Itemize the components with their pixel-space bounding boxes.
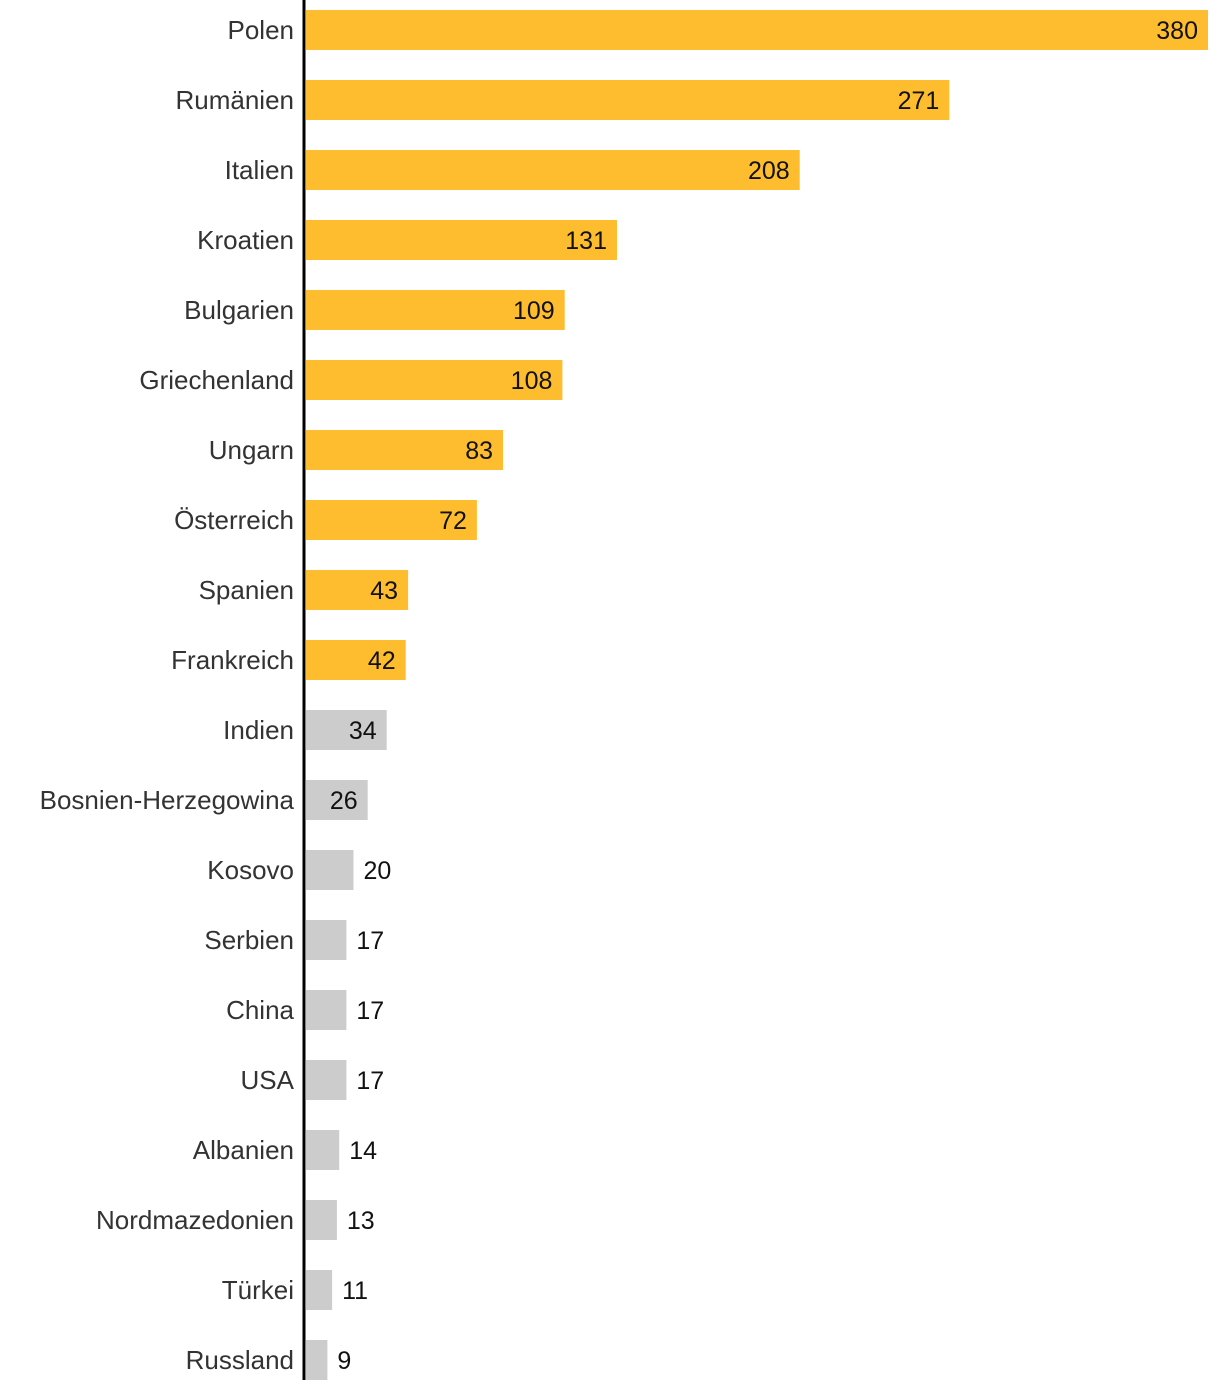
value-label-kosovo: 20 [364,857,392,885]
bar-italien [306,150,800,190]
category-label-frankreich: Frankreich [171,645,294,675]
category-label-polen: Polen [228,15,295,45]
bar-serbien [306,920,347,960]
bar-polen [306,10,1208,50]
category-label-bosnien-herzegowina: Bosnien-Herzegowina [40,785,295,815]
bar-indien [306,710,387,750]
value-label-polen: 380 [1156,17,1198,45]
category-label-spanien: Spanien [199,575,294,605]
value-label-russland: 9 [337,1347,351,1375]
bar-china [306,990,347,1030]
category-label-china: China [226,995,294,1025]
value-label-rumänien: 271 [898,87,940,115]
category-label-griechenland: Griechenland [139,365,294,395]
bar-rumänien [306,80,950,120]
category-label-rumänien: Rumänien [175,85,294,115]
bars-group [306,10,1208,1380]
category-label-bulgarien: Bulgarien [184,295,294,325]
value-label-china: 17 [356,997,384,1025]
value-label-italien: 208 [748,157,790,185]
category-label-albanien: Albanien [193,1135,294,1165]
value-label-usa: 17 [356,1067,384,1095]
value-label-kroatien: 131 [565,227,607,255]
bar-russland [306,1340,328,1380]
bar-frankreich [306,640,406,680]
value-label-bosnien-herzegowina: 26 [330,787,358,815]
bar-kosovo [306,850,354,890]
category-label-nordmazedonien: Nordmazedonien [96,1205,294,1235]
bar-griechenland [306,360,563,400]
category-label-indien: Indien [223,715,294,745]
category-label-ungarn: Ungarn [209,435,294,465]
bar-türkei [306,1270,333,1310]
bar-bosnien-herzegowina [306,780,368,820]
category-label-österreich: Österreich [174,505,294,535]
bar-albanien [306,1130,340,1170]
bar-bulgarien [306,290,565,330]
category-labels-group: Polen Rumänien Italien Kroatien Bulgarien Gri… [40,15,295,1375]
value-label-ungarn: 83 [465,437,493,465]
category-label-italien: Italien [225,155,294,185]
bar-österreich [306,500,477,540]
bar-kroatien [306,220,617,260]
bar-nordmazedonien [306,1200,337,1240]
value-label-serbien: 17 [356,927,384,955]
value-label-österreich: 72 [439,507,467,535]
value-label-türkei: 11 [342,1277,368,1305]
category-label-türkei: Türkei [222,1275,294,1305]
value-label-spanien: 43 [370,577,398,605]
value-label-nordmazedonien: 13 [347,1207,375,1235]
value-labels-group: 380 271 208 131 109 108 83 72 43 42 34 26 20 17 17 17 14… [330,17,1198,1375]
bar-usa [306,1060,347,1100]
category-label-kosovo: Kosovo [207,855,294,885]
value-label-griechenland: 108 [511,367,553,395]
category-label-usa: USA [241,1065,295,1095]
category-label-russland: Russland [186,1345,294,1375]
bar-spanien [306,570,409,610]
value-label-frankreich: 42 [368,647,396,675]
category-label-kroatien: Kroatien [197,225,294,255]
value-label-indien: 34 [349,717,377,745]
value-label-albanien: 14 [349,1137,377,1165]
value-label-bulgarien: 109 [513,297,555,325]
bar-ungarn [306,430,503,470]
category-label-serbien: Serbien [204,925,294,955]
